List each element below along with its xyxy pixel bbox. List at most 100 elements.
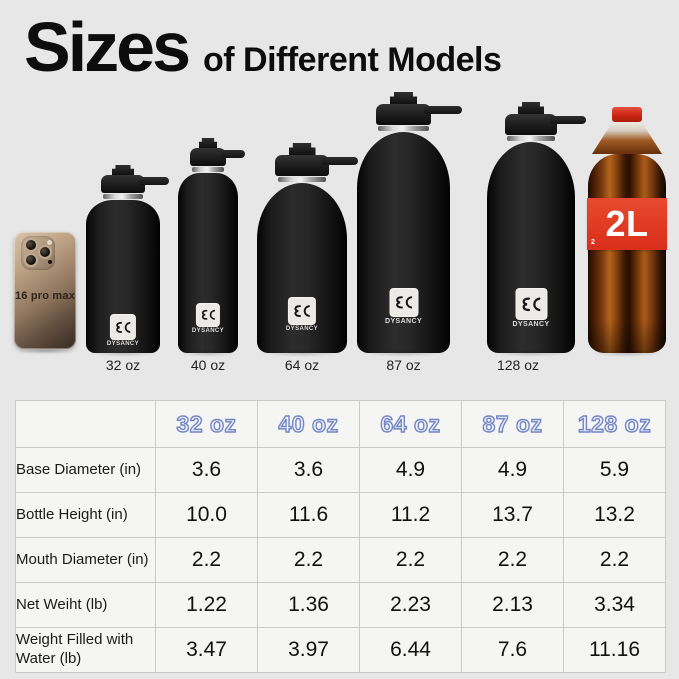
soda-bottle-scale-reference: 2L 2	[587, 107, 667, 357]
bottle-steel-collar	[378, 126, 429, 131]
spec-cell: 6.44	[359, 627, 462, 673]
brand-logo-icon	[196, 304, 219, 326]
spec-row-mouth-diameter: Mouth Diameter (in) 2.2 2.2 2.2 2.2 2.2	[15, 537, 666, 583]
brand-logo-icon	[390, 289, 417, 316]
spec-cell: 11.2	[359, 492, 462, 538]
spec-cell: 2.2	[461, 537, 564, 583]
spec-cell: 2.23	[359, 582, 462, 628]
dysancy-mark-icon	[294, 305, 311, 317]
spec-row-net-weight: Net Weiht (lb) 1.22 1.36 2.23 2.13 3.34	[15, 582, 666, 628]
phone-scale-reference: 16 pro max	[14, 232, 76, 354]
bottle-cap	[504, 114, 586, 135]
camera-lens-icon	[24, 253, 38, 267]
bottle-cap-handle	[423, 106, 462, 114]
phone-camera-module	[21, 236, 55, 270]
title-emphasis: Sizes	[24, 8, 191, 86]
bottle-body: DYSANCY	[487, 142, 575, 353]
spec-corner-cell	[15, 400, 156, 448]
spec-cell: 13.2	[563, 492, 666, 538]
spec-cell: 4.9	[359, 447, 462, 493]
bottle-steel-collar	[103, 194, 143, 199]
camera-flash-icon	[47, 240, 52, 245]
bottle-64oz: DYSANCY	[257, 143, 359, 357]
camera-lens-icon	[24, 238, 38, 252]
brand-logo-icon	[288, 298, 315, 324]
spec-cell: 4.9	[461, 447, 564, 493]
col-header-40oz: 40 oz	[257, 400, 360, 448]
spec-row-bottle-height: Bottle Height (in) 10.0 11.6 11.2 13.7 1…	[15, 492, 666, 538]
spec-cell: 2.2	[155, 537, 258, 583]
bottle-40oz: DYSANCY	[178, 138, 246, 357]
bottle-spout	[517, 102, 545, 114]
bottle-87oz: DYSANCY	[357, 92, 462, 357]
bottle-size-label-128oz: 128 oz	[496, 357, 540, 373]
soda-bottle-body: 2L 2	[587, 154, 667, 353]
spec-cell: 11.6	[257, 492, 360, 538]
bottle-size-label-64oz: 64 oz	[284, 357, 320, 373]
spec-cell: 7.6	[461, 627, 564, 673]
spec-header-row: 32 oz 40 oz 64 oz 87 oz 128 oz	[15, 400, 666, 448]
spec-cell: 3.34	[563, 582, 666, 628]
soda-volume-small-label: 2	[591, 239, 595, 246]
bottle-steel-collar	[277, 177, 327, 182]
spec-row-filled-weight: Weight Filled with Water (lb) 3.47 3.97 …	[15, 627, 666, 673]
bottle-steel-collar	[191, 167, 225, 172]
row-label-filled-weight: Weight Filled with Water (lb)	[15, 627, 156, 673]
soda-volume-label: 2L	[605, 203, 649, 244]
brand-logo: DYSANCY	[512, 289, 549, 328]
row-label-mouth-diameter: Mouth Diameter (in)	[15, 537, 156, 583]
bottle-spout	[389, 92, 418, 104]
bottle-cap-handle	[321, 157, 359, 165]
title-rest: of Different Models	[203, 41, 502, 79]
spec-cell: 2.2	[563, 537, 666, 583]
bottle-cap	[275, 155, 359, 176]
spec-cell: 1.22	[155, 582, 258, 628]
bottle-size-label-87oz: 87 oz	[386, 357, 421, 373]
row-label-base-diameter: Base Diameter (in)	[15, 447, 156, 493]
col-header-32oz: 32 oz	[155, 400, 258, 448]
brand-name: DYSANCY	[285, 326, 319, 332]
bottle-size-label-32oz: 32 oz	[105, 357, 141, 373]
row-label-net-weight: Net Weiht (lb)	[15, 582, 156, 628]
bottle-cap-handle	[138, 177, 170, 185]
soda-bottle-label: 2L 2	[587, 198, 667, 250]
bottle-steel-collar	[507, 136, 555, 141]
bottle-body: DYSANCY	[357, 132, 450, 353]
spec-table: 32 oz 40 oz 64 oz 87 oz 128 oz Base Diam…	[15, 400, 666, 673]
brand-logo: DYSANCY	[107, 315, 139, 347]
camera-sensor-icon	[48, 260, 52, 264]
camera-lens-icon	[38, 245, 52, 259]
brand-logo-icon	[516, 289, 546, 319]
bottle-cap-handle	[220, 150, 246, 158]
bottle-cap	[100, 175, 170, 193]
row-label-bottle-height: Bottle Height (in)	[15, 492, 156, 538]
bottle-size-label-40oz: 40 oz	[190, 357, 226, 373]
brand-logo: DYSANCY	[286, 298, 318, 332]
bottle-cap	[190, 148, 246, 166]
brand-name: DYSANCY	[384, 318, 423, 325]
brand-logo: DYSANCY	[192, 304, 224, 334]
spec-cell: 13.7	[461, 492, 564, 538]
bottle-body: DYSANCY	[86, 200, 160, 353]
bottle-cap	[375, 104, 462, 125]
bottle-spout	[288, 143, 316, 155]
spec-cell: 1.36	[257, 582, 360, 628]
col-header-64oz: 64 oz	[359, 400, 462, 448]
spec-cell: 10.0	[155, 492, 258, 538]
brand-logo-icon	[110, 315, 135, 339]
bottle-spout	[111, 165, 135, 175]
spec-cell: 3.47	[155, 627, 258, 673]
spec-cell: 3.97	[257, 627, 360, 673]
brand-logo: DYSANCY	[385, 289, 422, 325]
bottle-128oz: DYSANCY	[487, 102, 586, 357]
brand-name: DYSANCY	[191, 328, 225, 334]
phone-model-label: 16 pro max	[14, 290, 76, 302]
bottle-32oz: DYSANCY	[86, 165, 170, 357]
brand-name: DYSANCY	[106, 341, 140, 347]
bottle-body: DYSANCY	[257, 183, 347, 353]
dysancy-mark-icon	[201, 310, 216, 320]
col-header-128oz: 128 oz	[563, 400, 666, 448]
soda-bottle-cap	[612, 107, 642, 122]
col-header-87oz: 87 oz	[461, 400, 564, 448]
